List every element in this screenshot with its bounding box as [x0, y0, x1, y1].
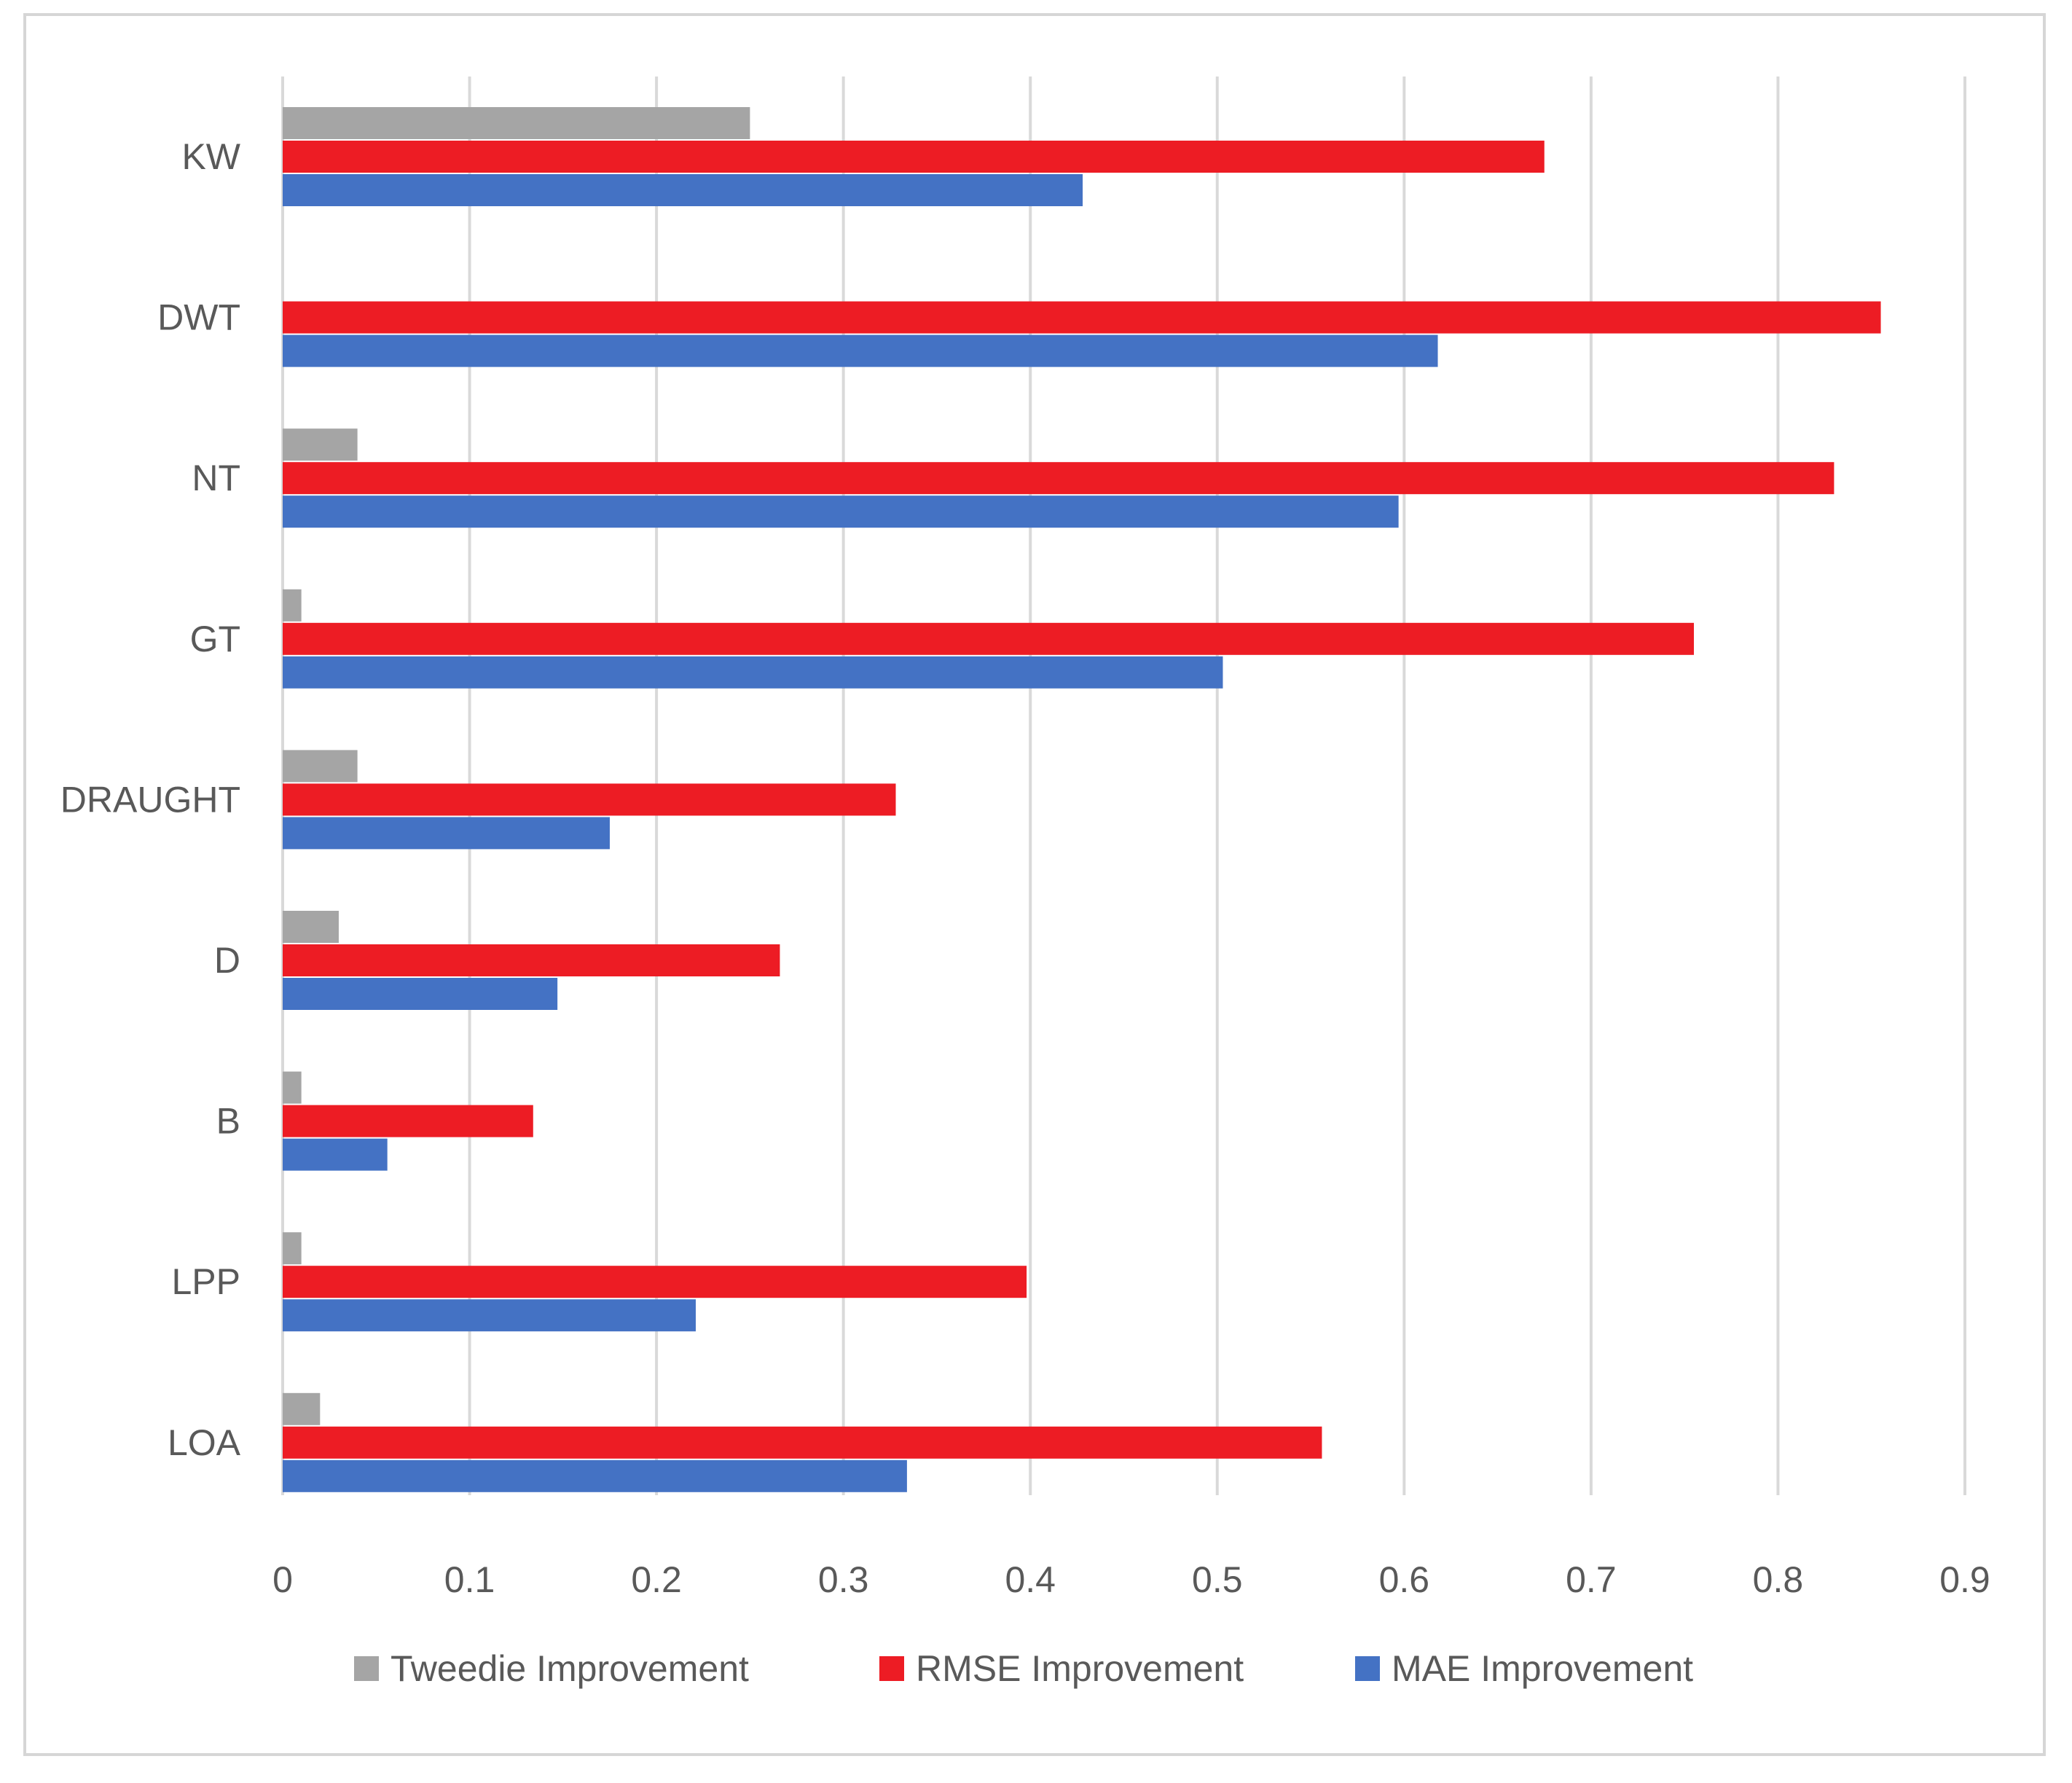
legend-swatch-rmse-improvement	[879, 1656, 904, 1681]
bar-tweedie-improvement-draught	[283, 750, 358, 783]
category-label: LPP	[171, 1261, 240, 1302]
x-tick-label: 0.7	[1566, 1559, 1617, 1600]
x-tick-label: 0.5	[1192, 1559, 1243, 1600]
category-label: DRAUGHT	[60, 779, 240, 820]
bar-mae-improvement-gt	[283, 656, 1223, 689]
bar-rmse-improvement-gt	[283, 622, 1694, 655]
x-tick-label: 0.4	[1005, 1559, 1056, 1600]
category-label: D	[214, 940, 240, 981]
bar-tweedie-improvement-d	[283, 911, 339, 943]
bar-mae-improvement-draught	[283, 817, 610, 850]
legend-label-rmse-improvement: RMSE Improvement	[916, 1648, 1244, 1689]
bar-mae-improvement-dwt	[283, 334, 1438, 367]
category-label: KW	[181, 136, 240, 177]
bar-rmse-improvement-nt	[283, 462, 1834, 495]
y-axis: KW DWT NT GT DRAUGHT D B LPP LOA	[60, 136, 241, 1463]
bar-tweedie-improvement-nt	[283, 428, 358, 461]
legend-swatch-tweedie-improvement	[354, 1656, 379, 1681]
x-tick-label: 0.6	[1379, 1559, 1430, 1600]
bar-tweedie-improvement-b	[283, 1071, 302, 1104]
legend: Tweedie Improvement RMSE Improvement MAE I…	[354, 1648, 1693, 1689]
category-label: DWT	[157, 297, 240, 338]
bar-tweedie-improvement-gt	[283, 589, 302, 622]
x-tick-label: 0	[272, 1559, 293, 1600]
legend-label-mae-improvement: MAE Improvement	[1392, 1648, 1693, 1689]
bar-rmse-improvement-kw	[283, 141, 1545, 173]
category-label: NT	[192, 458, 240, 498]
x-tick-label: 0.3	[818, 1559, 869, 1600]
bar-rmse-improvement-loa	[283, 1426, 1322, 1459]
bar-mae-improvement-nt	[283, 495, 1399, 528]
bar-tweedie-improvement-kw	[283, 107, 750, 139]
legend-label-tweedie-improvement: Tweedie Improvement	[391, 1648, 749, 1689]
x-tick-label: 0.2	[631, 1559, 682, 1600]
bar-tweedie-improvement-lpp	[283, 1232, 302, 1265]
x-tick-label: 0.8	[1753, 1559, 1804, 1600]
bar-mae-improvement-kw	[283, 174, 1083, 206]
category-label: B	[216, 1101, 240, 1142]
x-axis: 0 0.1 0.2 0.3 0.4 0.5 0.6 0.7 0.8 0.9	[272, 1559, 1990, 1600]
bar-tweedie-improvement-loa	[283, 1392, 321, 1425]
legend-swatch-mae-improvement	[1355, 1656, 1380, 1681]
x-tick-label: 0.1	[444, 1559, 495, 1600]
bar-rmse-improvement-lpp	[283, 1266, 1027, 1298]
bars	[283, 107, 1881, 1492]
bar-rmse-improvement-d	[283, 944, 780, 976]
category-label: LOA	[168, 1422, 241, 1463]
bar-mae-improvement-b	[283, 1138, 388, 1171]
x-tick-label: 0.9	[1939, 1559, 1990, 1600]
bar-mae-improvement-loa	[283, 1459, 907, 1492]
bar-mae-improvement-lpp	[283, 1299, 696, 1332]
bar-rmse-improvement-b	[283, 1105, 533, 1137]
category-label: GT	[190, 619, 240, 659]
bar-mae-improvement-d	[283, 978, 558, 1010]
bar-rmse-improvement-dwt	[283, 301, 1881, 334]
bar-rmse-improvement-draught	[283, 783, 896, 816]
